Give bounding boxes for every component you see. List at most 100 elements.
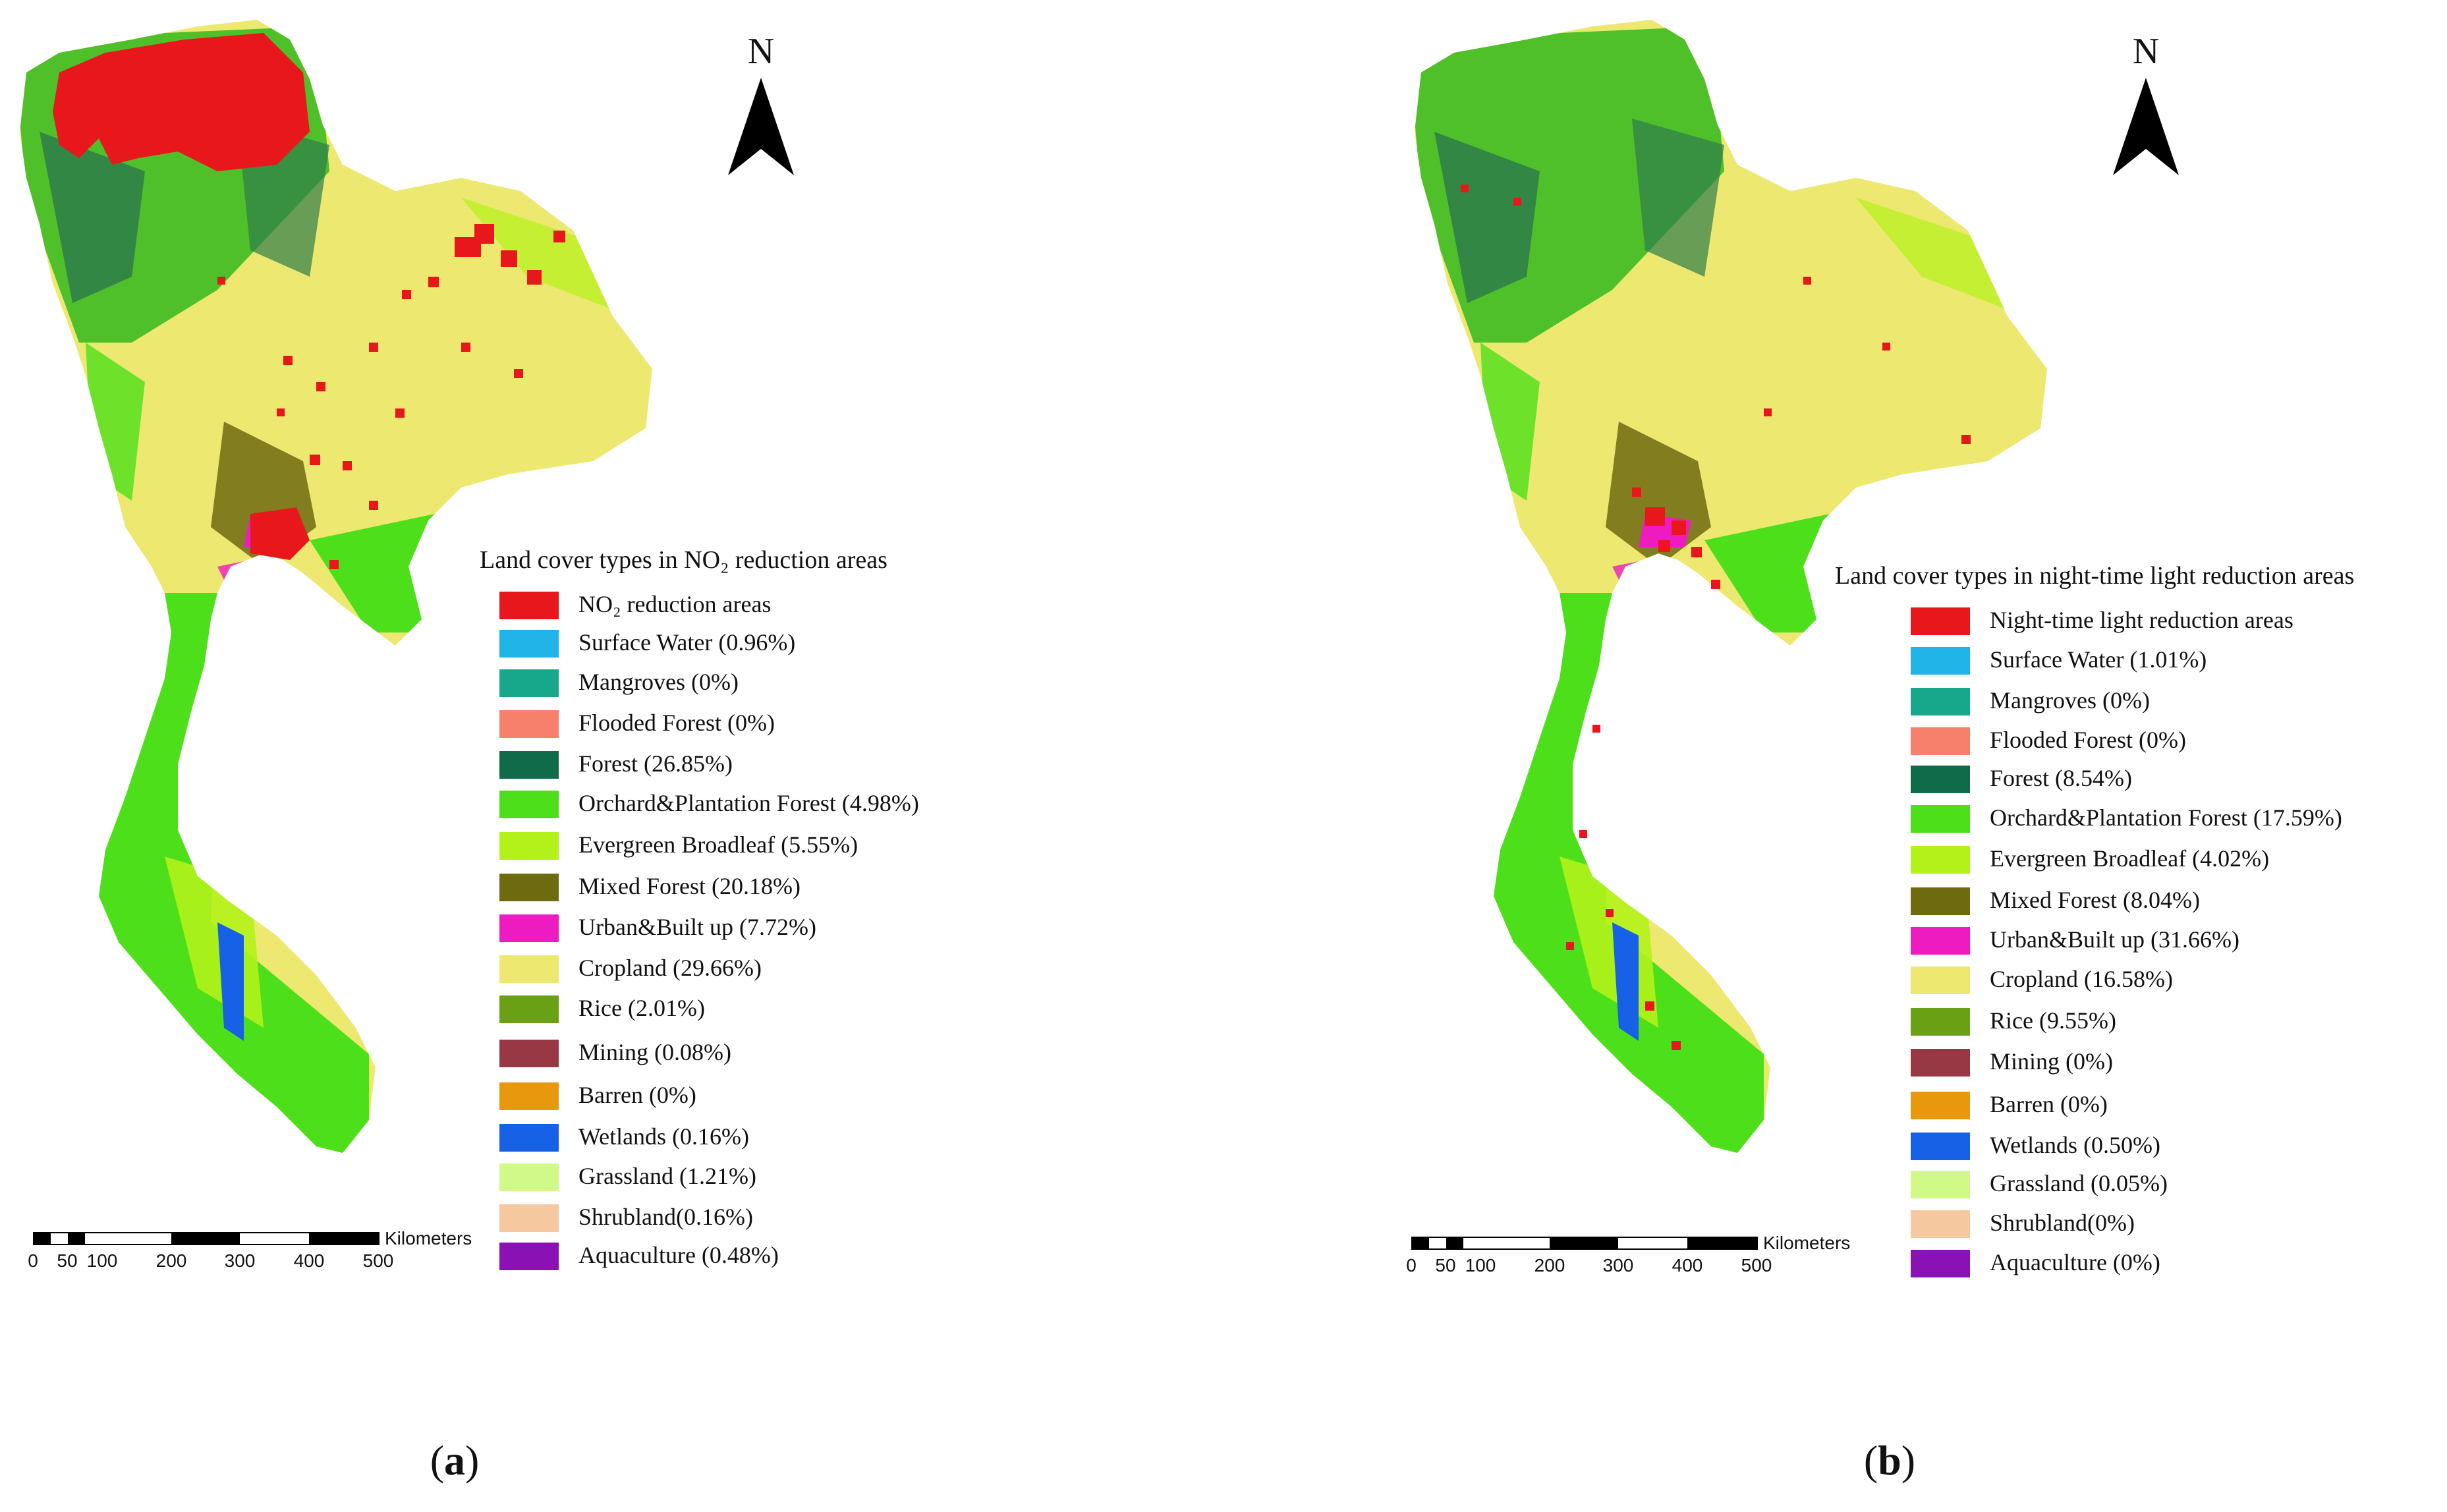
scale-tick-label: 500 — [362, 1250, 394, 1271]
scale-unit: Kilometers — [1763, 1233, 1851, 1253]
legend-label: Surface Water (1.01%) — [1990, 646, 2207, 673]
legend-title: Land cover types in NO₂ reduction areas — [480, 546, 887, 574]
legend-swatch — [1911, 688, 1970, 715]
scale-tick-label: 200 — [155, 1250, 187, 1271]
legend-swatch — [499, 832, 559, 860]
legend-label: Cropland (29.66%) — [578, 955, 762, 981]
panel-label-b: (b) — [1863, 1437, 1916, 1484]
legend-swatch — [499, 914, 559, 942]
no2-reduction-areas — [53, 33, 565, 569]
legend-label: Mining (0.08%) — [578, 1039, 731, 1065]
legend-swatch — [499, 874, 559, 901]
legend-title: Land cover types in night-time light red… — [1835, 562, 2355, 590]
legend-swatch — [499, 710, 559, 738]
legend-label: Aquaculture (0.48%) — [578, 1242, 779, 1268]
legend-swatch — [499, 955, 559, 983]
legend-swatch — [499, 630, 559, 658]
legend-label: Rice (9.55%) — [1990, 1007, 2116, 1034]
map-panel-a: N Land cover types in NO₂ reduction area… — [20, 20, 941, 1484]
scale-tick-label: 100 — [86, 1250, 118, 1271]
legend-label: Mining (0%) — [1990, 1048, 2113, 1075]
scale-tick-label: 400 — [293, 1250, 325, 1271]
legend-label: Forest (8.54%) — [1990, 765, 2132, 791]
legend-swatch — [1911, 607, 1970, 635]
legend-label: Shrubland(0%) — [1990, 1210, 2135, 1236]
legend-swatch — [499, 791, 559, 818]
legend-label: Shrubland(0.16%) — [578, 1204, 753, 1230]
legend-swatch — [499, 1082, 559, 1110]
legend-swatch — [1911, 1133, 1970, 1160]
legend-swatch — [499, 592, 559, 619]
legend-swatch — [1911, 1008, 1970, 1036]
legend-label: Wetlands (0.50%) — [1990, 1132, 2161, 1158]
legend-swatch — [1911, 1049, 1970, 1077]
scale-tick-label: 0 — [1406, 1255, 1417, 1275]
scale-tick-label: 0 — [28, 1250, 38, 1271]
scale-tick-label: 50 — [57, 1250, 78, 1271]
scale-tick-label: 300 — [1602, 1255, 1634, 1275]
legend-swatch — [499, 1243, 559, 1270]
legend-label: Night-time light reduction areas — [1990, 607, 2293, 633]
legend-label: Mangroves (0%) — [1990, 687, 2150, 714]
legend-swatch — [1911, 1092, 1970, 1119]
map-panel-b: N Land cover types in night-time light r… — [1224, 0, 2447, 1512]
night-time-light-reduction-areas — [1461, 184, 1971, 1050]
legend-swatch — [1911, 805, 1970, 833]
scale-bar-a: Kilometers 0 50 100 200 300 400 500 — [28, 1228, 494, 1278]
legend-label: Wetlands (0.16%) — [578, 1123, 750, 1150]
legend-label: Orchard&Plantation Forest (17.59%) — [1990, 804, 2342, 831]
legend-swatch — [499, 1124, 559, 1152]
scale-tick-label: 200 — [1534, 1255, 1565, 1275]
scale-tick-label: 500 — [1741, 1255, 1772, 1275]
scale-tick-label: 100 — [1465, 1255, 1496, 1275]
legend-swatch — [1911, 1210, 1970, 1238]
legend-label: NO₂ reduction areas — [578, 591, 772, 617]
legend-swatch — [499, 1040, 559, 1067]
legend-swatch — [1911, 766, 1970, 793]
legend-swatch — [1911, 927, 1970, 955]
legend-label: Barren (0%) — [578, 1082, 696, 1108]
panel-label-a: (a) — [430, 1437, 480, 1484]
legend-label: Barren (0%) — [1990, 1091, 2108, 1117]
legend-label: Mixed Forest (20.18%) — [578, 873, 801, 899]
legend-label: Flooded Forest (0%) — [578, 710, 775, 736]
thailand-land-cover-map — [20, 20, 652, 1153]
legend-swatch — [1911, 887, 1970, 915]
scale-tick-label: 400 — [1672, 1255, 1703, 1275]
legend-label: Evergreen Broadleaf (4.02%) — [1990, 845, 2270, 872]
north-arrow: N — [721, 33, 801, 185]
scale-tick-label: 300 — [224, 1250, 256, 1271]
scale-tick-label: 50 — [1435, 1255, 1456, 1275]
legend-label: Grassland (1.21%) — [578, 1163, 756, 1189]
scale-bar-b: Kilometers 0 50 100 200 300 400 500 — [1406, 1233, 1872, 1283]
legend-swatch — [499, 995, 559, 1023]
legend-a: Land cover types in NO₂ reduction areas … — [480, 546, 941, 1270]
legend-swatch — [1911, 647, 1970, 675]
legend-swatch — [1911, 727, 1970, 755]
legend-label: Urban&Built up (31.66%) — [1990, 926, 2239, 953]
scale-unit: Kilometers — [385, 1228, 472, 1248]
legend-label: Mixed Forest (8.04%) — [1990, 887, 2200, 913]
legend-label: Surface Water (0.96%) — [578, 629, 796, 656]
legend-b: Land cover types in night-time light red… — [1835, 561, 2355, 1277]
legend-label: Rice (2.01%) — [578, 995, 705, 1021]
legend-swatch — [499, 751, 559, 779]
legend-label: Aquaculture (0%) — [1990, 1249, 2160, 1275]
north-arrow: N — [2106, 33, 2185, 185]
thailand-land-cover-map — [1415, 20, 2047, 1153]
legend-swatch — [499, 669, 559, 697]
legend-swatch — [499, 1163, 559, 1191]
north-arrow-icon — [2113, 78, 2179, 175]
legend-swatch — [499, 1204, 559, 1232]
legend-label: Orchard&Plantation Forest (4.98%) — [578, 790, 919, 816]
legend-label: Urban&Built up (7.72%) — [578, 914, 816, 940]
legend-label: Forest (26.85%) — [578, 750, 733, 777]
legend-label: Grassland (0.05%) — [1990, 1170, 2168, 1196]
north-arrow-icon — [728, 78, 794, 175]
scale-bar-graphic — [33, 1232, 380, 1245]
legend-swatch — [1911, 966, 1970, 994]
legend-label: Flooded Forest (0%) — [1990, 727, 2186, 753]
legend-swatch — [1911, 846, 1970, 874]
legend-label: Evergreen Broadleaf (5.55%) — [578, 831, 858, 858]
legend-label: Mangroves (0%) — [578, 669, 739, 695]
